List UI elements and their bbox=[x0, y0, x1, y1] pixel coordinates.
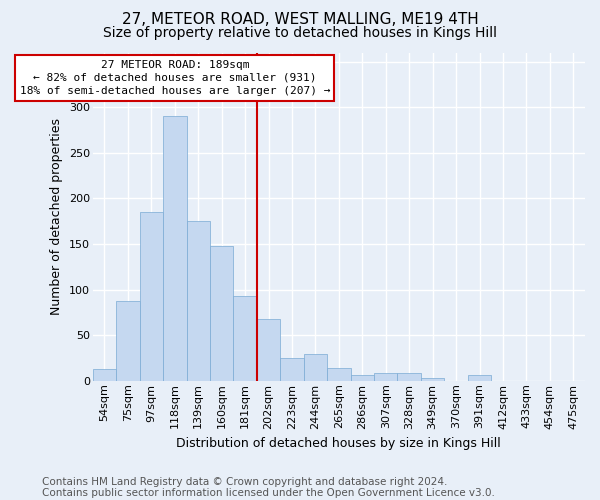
Bar bbox=[421, 378, 445, 381]
Text: Size of property relative to detached houses in Kings Hill: Size of property relative to detached ho… bbox=[103, 26, 497, 40]
Text: 27, METEOR ROAD, WEST MALLING, ME19 4TH: 27, METEOR ROAD, WEST MALLING, ME19 4TH bbox=[122, 12, 478, 26]
Bar bbox=[304, 354, 327, 381]
Bar bbox=[327, 368, 350, 381]
Text: Contains HM Land Registry data © Crown copyright and database right 2024.
Contai: Contains HM Land Registry data © Crown c… bbox=[42, 477, 495, 498]
Bar bbox=[350, 376, 374, 381]
Y-axis label: Number of detached properties: Number of detached properties bbox=[50, 118, 63, 315]
X-axis label: Distribution of detached houses by size in Kings Hill: Distribution of detached houses by size … bbox=[176, 437, 501, 450]
Bar bbox=[397, 374, 421, 381]
Bar bbox=[257, 319, 280, 381]
Bar bbox=[187, 221, 210, 381]
Bar bbox=[280, 358, 304, 381]
Bar bbox=[163, 116, 187, 381]
Text: 27 METEOR ROAD: 189sqm
← 82% of detached houses are smaller (931)
18% of semi-de: 27 METEOR ROAD: 189sqm ← 82% of detached… bbox=[20, 60, 330, 96]
Bar bbox=[210, 246, 233, 381]
Bar bbox=[140, 212, 163, 381]
Bar bbox=[233, 296, 257, 381]
Bar bbox=[116, 300, 140, 381]
Bar bbox=[374, 374, 397, 381]
Bar bbox=[468, 376, 491, 381]
Bar bbox=[93, 369, 116, 381]
